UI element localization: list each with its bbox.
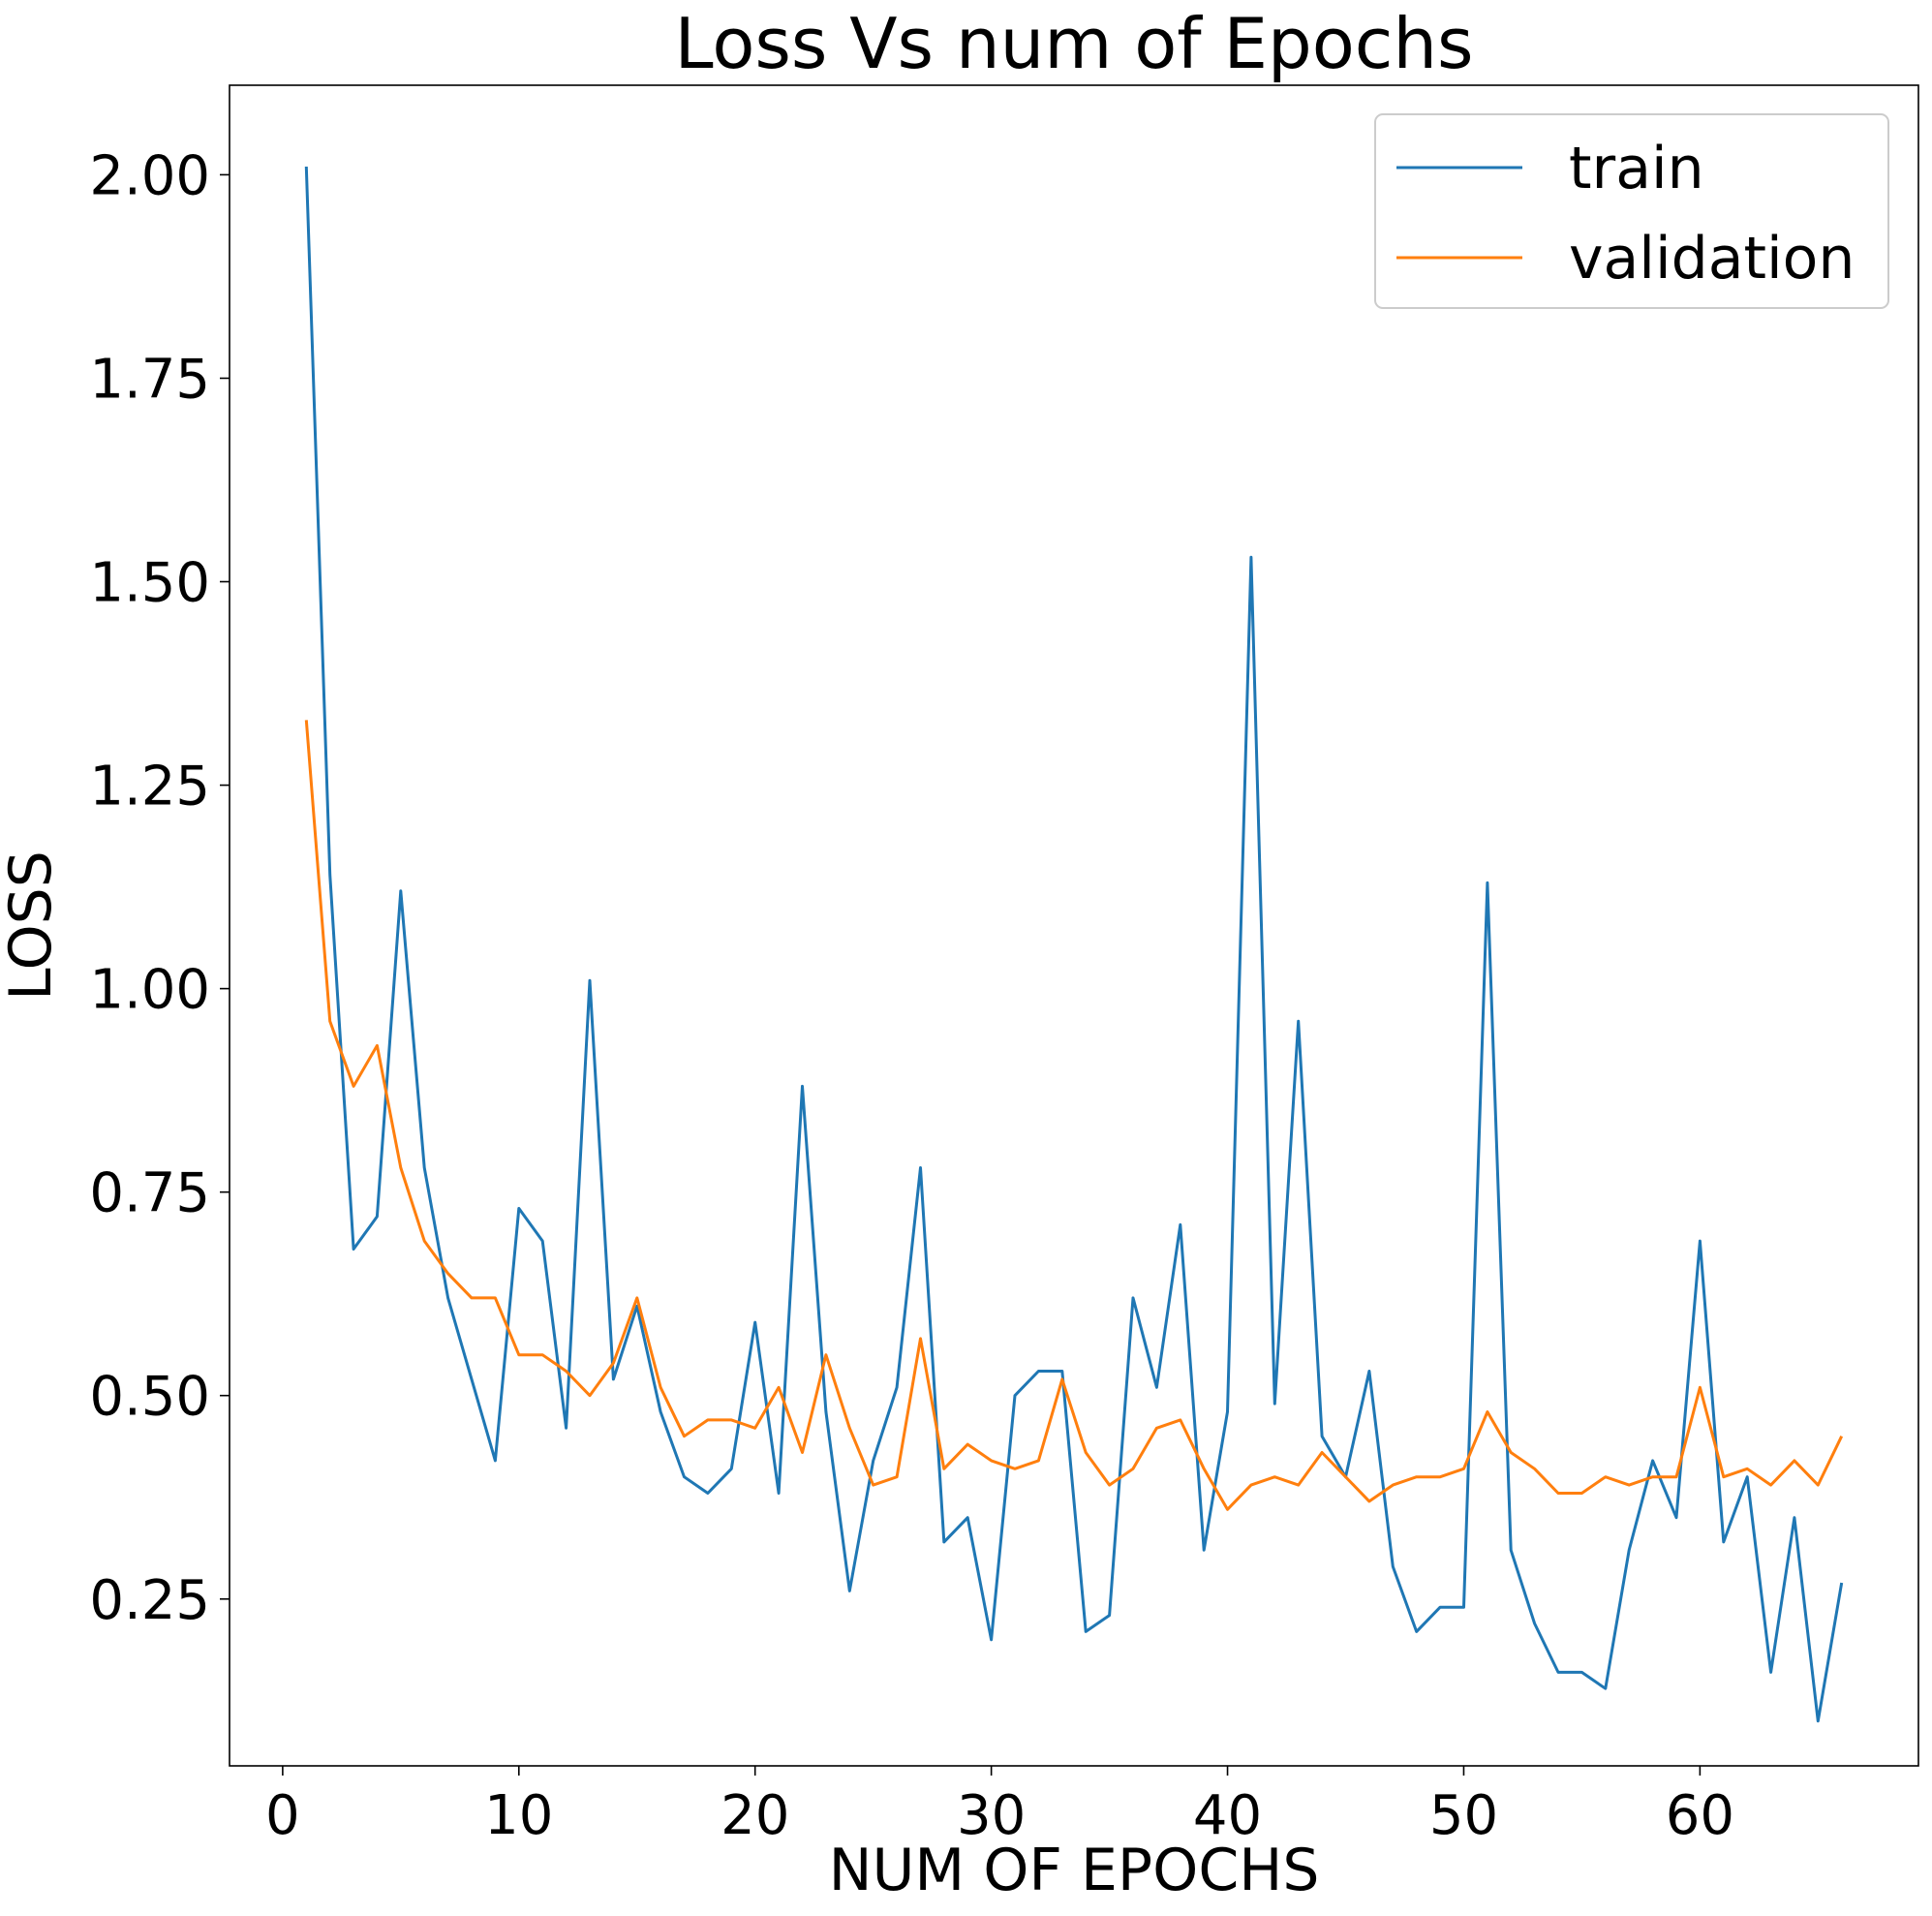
- plot-area-frame: [229, 84, 1919, 1767]
- y-tick-label: 1.00: [89, 959, 210, 1022]
- legend-label-validation: validation: [1569, 225, 1855, 293]
- x-tick-label: 20: [721, 1784, 789, 1847]
- x-tick-label: 50: [1429, 1784, 1498, 1847]
- y-tick-label: 0.50: [89, 1366, 210, 1429]
- y-tick-label: 1.75: [89, 348, 210, 411]
- y-tick-label: 2.00: [89, 144, 210, 207]
- plot-lines: [304, 166, 1844, 1723]
- y-axis: 0.25 0.50 0.75 1.00 1.25 1.50 1.75 2.00: [89, 144, 230, 1632]
- x-axis: 0 10 20 30 40 50 60: [265, 1766, 1734, 1847]
- y-axis-label: LOSS: [0, 850, 65, 1001]
- y-tick-label: 1.25: [89, 756, 210, 819]
- plot-frame: [229, 84, 1919, 1767]
- legend: train validation: [1374, 113, 1889, 309]
- y-tick-label: 1.50: [89, 552, 210, 615]
- x-tick-label: 0: [265, 1784, 300, 1847]
- y-tick-label: 0.25: [89, 1569, 210, 1632]
- series-line-train: [304, 166, 1844, 1723]
- legend-label-train: train: [1569, 135, 1704, 202]
- x-tick-label: 10: [484, 1784, 553, 1847]
- legend-box: [1374, 113, 1889, 309]
- x-tick-label: 40: [1193, 1784, 1262, 1847]
- chart-title: Loss Vs num of Epochs: [674, 3, 1473, 84]
- series-line-validation: [304, 720, 1844, 1511]
- x-axis-label: NUM OF EPOCHS: [829, 1837, 1320, 1904]
- x-tick-label: 30: [957, 1784, 1026, 1847]
- x-tick-label: 60: [1666, 1784, 1734, 1847]
- y-tick-label: 0.75: [89, 1162, 210, 1225]
